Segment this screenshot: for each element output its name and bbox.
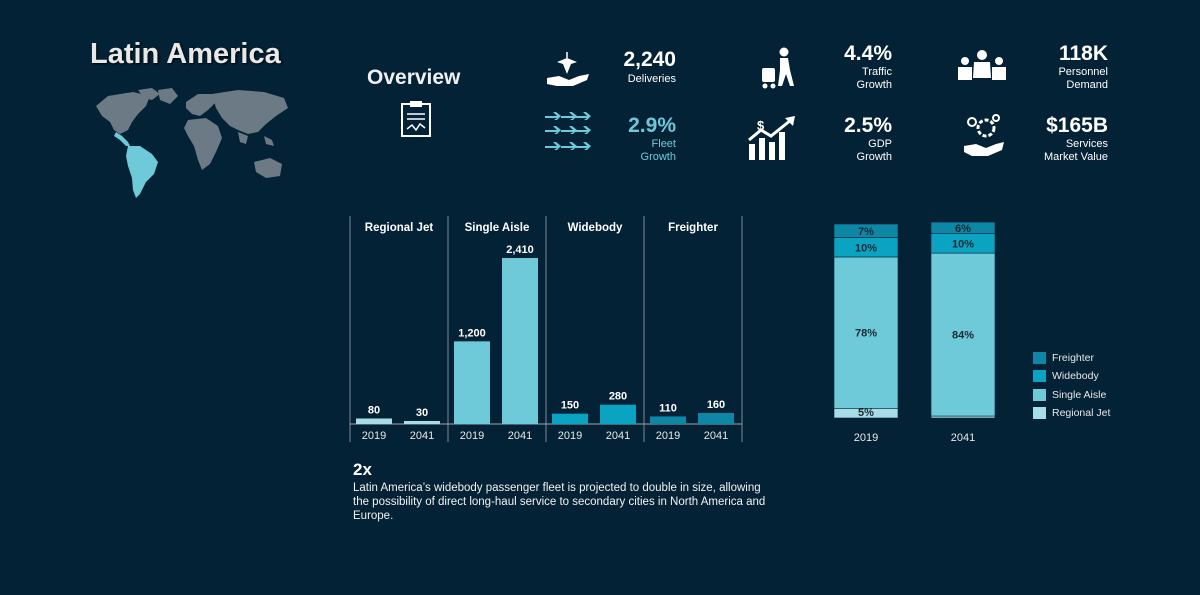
note-headline: 2x — [353, 460, 372, 479]
legend-item-single-aisle: Single Aisle — [1033, 389, 1106, 401]
bar-single-aisle-2041 — [502, 258, 538, 424]
personnel-icon — [958, 50, 1006, 80]
map-icon — [96, 88, 288, 198]
personnel-label: Personnel Demand — [1058, 66, 1108, 91]
bar-label-freighter-2041: 160 — [707, 399, 725, 411]
legend-item-freighter: Freighter — [1033, 352, 1094, 364]
delivery-hand-icon — [547, 52, 589, 86]
fleet-growth-label: Fleet Growth — [640, 138, 676, 163]
gdp-growth-value: 2.5% — [844, 114, 892, 137]
bar-single-aisle-2019 — [454, 341, 490, 424]
x-tick-single-aisle-2019: 2019 — [460, 430, 484, 442]
panel-title-freighter: Freighter — [668, 222, 718, 234]
x-tick-widebody-2041: 2041 — [606, 430, 630, 442]
services-label: Services Market Value — [1044, 138, 1108, 163]
bar-widebody-2019 — [552, 413, 588, 424]
deliveries-value: 2,240 — [623, 48, 676, 71]
overview-title: Overview — [367, 66, 461, 89]
bar-label-single-aisle-2041: 2,410 — [506, 244, 534, 256]
x-tick-regional-jet-2041: 2041 — [410, 430, 434, 442]
bar-label-widebody-2019: 150 — [561, 400, 579, 412]
bar-label-widebody-2041: 280 — [609, 391, 627, 403]
services-value: $165B — [1046, 114, 1108, 137]
x-tick-freighter-2041: 2041 — [704, 430, 728, 442]
panel-title-regional-jet: Regional Jet — [365, 222, 434, 234]
bar-label-regional-jet-2041: 30 — [416, 407, 428, 419]
fleet-growth-value: 2.9% — [628, 114, 676, 137]
bar-freighter-2041 — [698, 412, 734, 424]
bar-freighter-2019 — [650, 416, 686, 424]
planes-icon — [545, 112, 591, 150]
bar-label-single-aisle-2019: 1,200 — [458, 327, 486, 339]
x-tick-regional-jet-2019: 2019 — [362, 430, 386, 442]
x-tick-single-aisle-2041: 2041 — [508, 430, 532, 442]
x-tick-widebody-2019: 2019 — [558, 430, 582, 442]
legend-item-regional-jet: Regional Jet — [1033, 407, 1110, 419]
bar-regional-jet-2019 — [356, 418, 392, 424]
traffic-growth-value: 4.4% — [844, 42, 892, 65]
traveler-icon — [762, 47, 794, 89]
x-tick-freighter-2019: 2019 — [656, 430, 680, 442]
deliveries-label: Deliveries — [627, 73, 676, 85]
bar-label-regional-jet-2019: 80 — [368, 404, 380, 416]
services-gear-hand-icon — [964, 114, 1004, 156]
panel-title-widebody: Widebody — [568, 222, 623, 234]
clipboard-icon — [401, 101, 431, 137]
bar-label-freighter-2019: 110 — [659, 402, 677, 414]
bar-regional-jet-2041 — [404, 421, 440, 424]
traffic-growth-label: Traffic Growth — [856, 66, 892, 91]
personnel-value: 118K — [1058, 42, 1108, 65]
bar-widebody-2041 — [600, 404, 636, 424]
growth-chart-icon: $ — [748, 116, 795, 160]
gdp-growth-label: GDP Growth — [856, 138, 892, 163]
svg-text:$: $ — [757, 118, 765, 133]
panel-title-single-aisle: Single Aisle — [465, 222, 530, 234]
legend-item-widebody: Widebody — [1033, 370, 1099, 382]
note-body: Latin America’s widebody passenger fleet… — [353, 482, 766, 522]
page-title: Latin America — [90, 38, 281, 70]
